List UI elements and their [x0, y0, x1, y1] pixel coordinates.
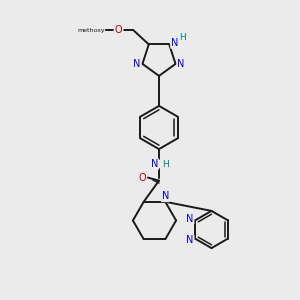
Text: N: N	[171, 38, 178, 48]
Text: methoxy: methoxy	[77, 28, 105, 32]
Text: O: O	[139, 172, 146, 183]
Text: H: H	[162, 160, 169, 169]
Text: O: O	[115, 25, 123, 35]
Text: N: N	[162, 191, 169, 201]
Text: N: N	[186, 235, 194, 245]
Text: H: H	[179, 33, 186, 42]
Text: N: N	[134, 59, 141, 69]
Text: N: N	[151, 159, 158, 169]
Text: N: N	[186, 214, 194, 224]
Text: N: N	[177, 59, 184, 69]
